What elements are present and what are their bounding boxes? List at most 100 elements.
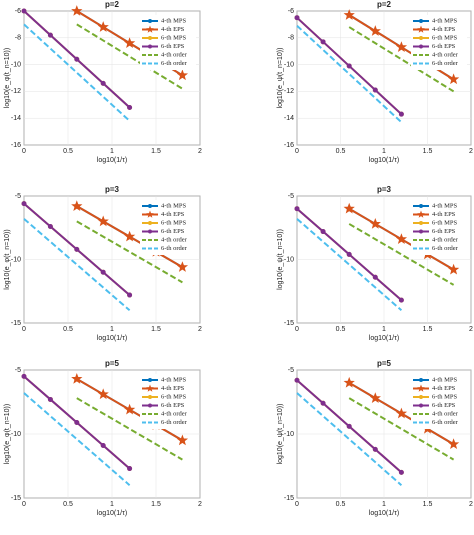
y-tick-label: -10 xyxy=(284,61,294,68)
y-tick-label: -5 xyxy=(15,367,21,374)
chart-title: p=5 xyxy=(105,359,120,368)
legend-label: 4-th EPS xyxy=(432,385,456,392)
x-tick-label: 0.5 xyxy=(63,501,73,508)
x-axis-label: log10(1/τ) xyxy=(97,335,127,342)
legend-marker xyxy=(148,395,152,399)
legend-label: 4-th MPS xyxy=(432,376,457,383)
y-axis-label: log10(e_ψ(t_n=10)) xyxy=(277,404,284,465)
legend-label: 4-th MPS xyxy=(432,202,457,209)
x-axis-label: log10(1/τ) xyxy=(97,157,127,164)
legend-box xyxy=(140,374,196,429)
chart-title: p=3 xyxy=(377,185,392,194)
data-point xyxy=(71,373,83,384)
legend-label: 4-th EPS xyxy=(432,211,456,218)
data-point xyxy=(346,63,352,69)
legend-label: 6-th EPS xyxy=(161,228,185,235)
legend-label: 6-th EPS xyxy=(432,402,456,409)
legend-marker xyxy=(417,384,425,392)
legend-marker xyxy=(419,204,423,208)
legend-marker xyxy=(417,25,425,33)
x-tick-label: 1.5 xyxy=(151,501,161,508)
x-tick-label: 2 xyxy=(198,501,202,508)
data-point xyxy=(395,41,408,52)
legend-marker xyxy=(148,36,152,40)
y-axis-label: log10(e_ψ(t_n=10)) xyxy=(277,48,284,109)
legend-marker xyxy=(419,395,423,399)
legend-label: 6-th MPS xyxy=(161,393,186,400)
data-point xyxy=(447,73,460,85)
x-tick-label: 0 xyxy=(295,148,299,155)
legend-label: 4-th EPS xyxy=(161,385,185,392)
legend-label: 6-th EPS xyxy=(161,43,185,50)
legend-label: 6-th order xyxy=(432,419,459,426)
legend-label: 6-th order xyxy=(432,245,459,252)
series-line xyxy=(23,23,131,122)
legend-label: 4-th MPS xyxy=(161,202,186,209)
legend-marker xyxy=(148,378,152,382)
data-point xyxy=(100,443,106,449)
legend-label: 4-th EPS xyxy=(161,26,185,33)
data-point xyxy=(97,21,109,32)
y-axis-label: log10(e_φ(t_n=10)) xyxy=(4,48,11,108)
y-tick-label: -16 xyxy=(284,142,294,149)
legend-label: 4-th order xyxy=(432,410,459,417)
y-tick-label: -10 xyxy=(284,256,294,263)
data-point xyxy=(176,434,189,446)
data-point xyxy=(398,297,404,303)
legend-label: 4-th order xyxy=(161,51,188,58)
y-tick-label: -6 xyxy=(288,8,294,15)
series-line xyxy=(348,223,455,286)
legend-label: 4-th order xyxy=(161,236,188,243)
legend-box xyxy=(411,374,467,429)
x-tick-label: 0.5 xyxy=(336,501,346,508)
y-tick-label: -14 xyxy=(284,115,294,122)
data-point xyxy=(294,206,300,212)
x-tick-label: 1 xyxy=(110,148,114,155)
data-point xyxy=(369,25,381,36)
data-point xyxy=(320,229,326,235)
legend-marker xyxy=(419,36,423,40)
series-line xyxy=(348,26,455,93)
legend-marker xyxy=(148,204,152,208)
legend-box xyxy=(140,15,196,70)
y-axis-label: log10(e_φ(t_n=10)) xyxy=(4,229,11,289)
x-tick-label: 2 xyxy=(469,148,473,155)
legend-marker xyxy=(146,384,154,392)
series-line xyxy=(23,392,131,486)
y-tick-label: -12 xyxy=(284,88,294,95)
legend-label: 6-th order xyxy=(161,60,188,67)
series-line xyxy=(76,397,183,461)
data-point xyxy=(343,376,355,388)
x-axis-label: log10(1/τ) xyxy=(369,510,399,517)
y-axis-label: log10(e_ψ(t_n=10)) xyxy=(277,229,284,290)
data-point xyxy=(21,201,27,207)
y-tick-label: -10 xyxy=(11,61,21,68)
y-tick-label: -5 xyxy=(15,193,21,200)
data-point xyxy=(100,269,106,275)
data-point xyxy=(346,251,352,257)
legend-box xyxy=(140,200,196,255)
y-tick-label: -15 xyxy=(284,320,294,327)
data-point xyxy=(372,87,378,93)
data-point xyxy=(123,403,136,415)
legend-label: 6-th EPS xyxy=(432,43,456,50)
data-point xyxy=(123,37,136,48)
data-point xyxy=(71,200,83,211)
x-tick-label: 1.5 xyxy=(423,326,433,333)
y-tick-label: -10 xyxy=(284,431,294,438)
series-line xyxy=(76,23,183,90)
data-point xyxy=(346,423,352,429)
series-line xyxy=(23,218,131,312)
x-tick-label: 2 xyxy=(469,501,473,508)
y-tick-label: -8 xyxy=(15,35,21,42)
legend-box xyxy=(411,200,467,255)
data-point xyxy=(369,392,381,403)
legend-label: 4-th MPS xyxy=(161,376,186,383)
x-tick-label: 1 xyxy=(110,326,114,333)
legend-marker xyxy=(419,221,423,225)
data-point xyxy=(176,69,189,81)
legend-box xyxy=(411,15,467,70)
data-point xyxy=(47,223,53,229)
data-point xyxy=(100,80,106,86)
x-tick-label: 0.5 xyxy=(63,326,73,333)
